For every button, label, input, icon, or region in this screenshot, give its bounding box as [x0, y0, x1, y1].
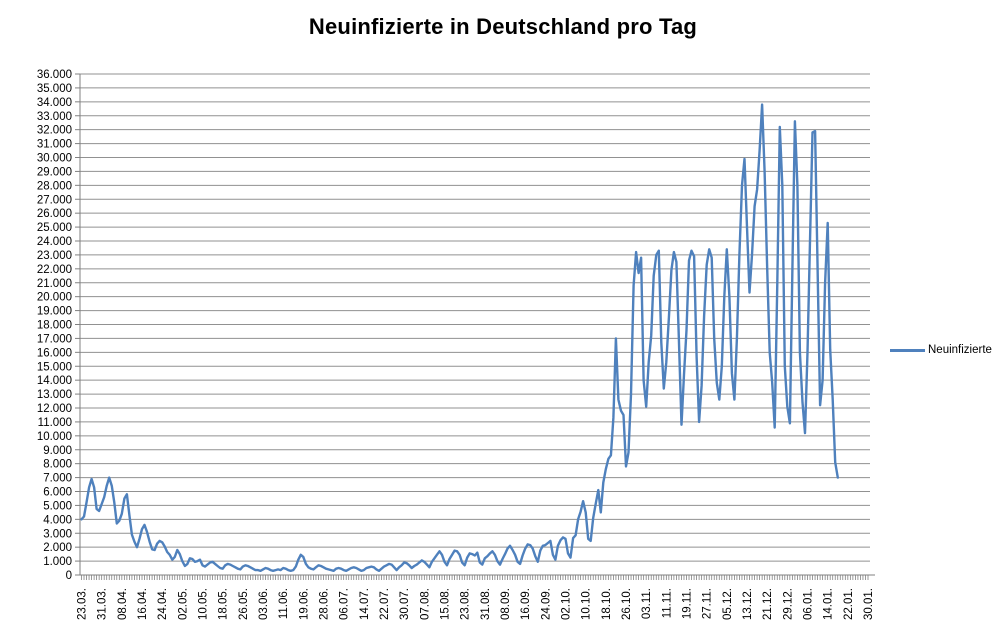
- x-tick-label: 06.07.: [339, 588, 351, 620]
- legend: Neuinfizierte: [890, 344, 992, 356]
- y-tick-label: 30.000: [37, 153, 72, 165]
- y-tick-label: 22.000: [37, 264, 72, 276]
- x-tick-label: 18.10.: [601, 588, 613, 620]
- y-tick-label: 12.000: [37, 403, 72, 415]
- x-tick-label: 14.01.: [823, 588, 835, 620]
- x-tick-label: 14.07.: [359, 588, 371, 620]
- y-tick-label: 32.000: [37, 125, 72, 137]
- y-tick-label: 17.000: [37, 333, 72, 345]
- legend-line-swatch-icon: [890, 348, 925, 352]
- x-tick-label: 31.03.: [97, 588, 109, 620]
- y-tick-label: 13.000: [37, 389, 72, 401]
- x-tick-label: 16.04.: [137, 588, 149, 620]
- y-tick-label: 33.000: [37, 111, 72, 123]
- y-tick-label: 20.000: [37, 292, 72, 304]
- y-tick-label: 31.000: [37, 139, 72, 151]
- y-tick-label: 5.000: [43, 500, 72, 512]
- legend-label: Neuinfizierte: [928, 344, 992, 356]
- x-tick-label: 24.09.: [540, 588, 552, 620]
- y-tick-label: 25.000: [37, 222, 72, 234]
- x-tick-label: 23.08.: [460, 588, 472, 620]
- x-tick-label: 30.07.: [399, 588, 411, 620]
- y-tick-label: 11.000: [38, 417, 72, 429]
- y-tick-label: 18.000: [37, 320, 72, 332]
- x-tick-label: 11.06.: [278, 588, 290, 619]
- x-tick-label: 19.11.: [682, 588, 694, 619]
- x-tick-label: 30.01.: [863, 588, 875, 620]
- x-tick-label: 18.05.: [218, 588, 230, 620]
- y-tick-label: 19.000: [37, 306, 72, 318]
- x-tick-label: 06.01.: [803, 588, 815, 620]
- x-tick-label: 13.12.: [742, 588, 754, 620]
- y-tick-label: 7.000: [43, 473, 72, 485]
- x-tick-label: 05.12.: [722, 588, 734, 620]
- x-tick-label: 08.04.: [117, 588, 129, 620]
- series-line-Neuinfizierte: [80, 103, 839, 572]
- y-tick-label: 2.000: [43, 542, 72, 554]
- x-tick-label: 08.09.: [500, 588, 512, 620]
- x-tick-label: 07.08.: [419, 588, 431, 620]
- y-tick-label: 28.000: [37, 180, 72, 192]
- y-tick-label: 16.000: [37, 347, 72, 359]
- y-tick-label: 10.000: [37, 431, 72, 443]
- chart-title: Neuinfizierte in Deutschland pro Tag: [308, 14, 698, 39]
- x-tick-label: 24.04.: [157, 588, 169, 620]
- x-tick-label: 11.11.: [661, 588, 673, 618]
- y-tick-label: 23.000: [37, 250, 72, 262]
- y-tick-label: 6.000: [43, 487, 72, 499]
- x-tick-label: 22.07.: [379, 588, 391, 620]
- x-tick-label: 19.06.: [298, 588, 310, 620]
- y-tick-label: 1.000: [43, 556, 72, 568]
- y-tick-label: 24.000: [37, 236, 72, 248]
- x-tick-label: 23.03.: [77, 588, 89, 620]
- y-tick-label: 9.000: [43, 445, 72, 457]
- x-tick-label: 28.06.: [319, 588, 331, 620]
- y-tick-label: 27.000: [37, 194, 72, 206]
- x-tick-label: 03.11.: [641, 588, 653, 619]
- x-tick-label: 21.12.: [762, 588, 774, 620]
- y-tick-label: 3.000: [43, 528, 72, 540]
- x-tick-label: 29.12.: [782, 588, 794, 620]
- x-tick-label: 22.01.: [843, 588, 855, 620]
- y-tick-label: 34.000: [37, 97, 72, 109]
- x-tick-label: 02.10.: [561, 588, 573, 620]
- x-tick-label: 26.05.: [238, 588, 250, 620]
- y-tick-label: 29.000: [37, 166, 72, 178]
- y-tick-label: 36.000: [37, 69, 72, 81]
- y-tick-label: 8.000: [43, 459, 72, 471]
- x-tick-label: 15.08.: [440, 588, 452, 620]
- x-tick-label: 31.08.: [480, 588, 492, 620]
- y-tick-label: 35.000: [37, 83, 72, 95]
- y-tick-label: 26.000: [37, 208, 72, 220]
- y-tick-label: 21.000: [37, 278, 72, 290]
- y-tick-label: 0: [66, 570, 72, 582]
- x-tick-label: 16.09.: [520, 588, 532, 620]
- x-tick-label: 03.06.: [258, 588, 270, 620]
- x-tick-label: 02.05.: [177, 588, 189, 620]
- x-tick-label: 10.05.: [198, 588, 210, 620]
- x-tick-label: 10.10.: [581, 588, 593, 620]
- y-tick-label: 14.000: [37, 375, 72, 387]
- x-tick-label: 26.10.: [621, 588, 633, 620]
- y-tick-label: 15.000: [37, 361, 72, 373]
- y-tick-label: 4.000: [43, 514, 72, 526]
- x-tick-label: 27.11.: [702, 588, 714, 619]
